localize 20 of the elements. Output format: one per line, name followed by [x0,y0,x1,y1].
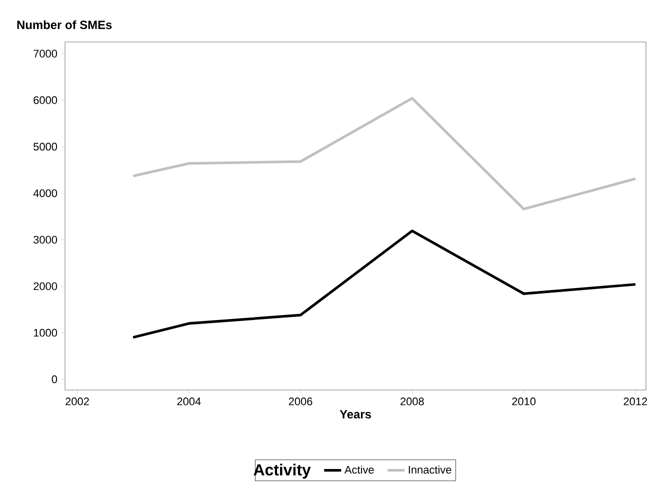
x-tick-label: 2010 [512,398,536,406]
line-series [132,230,637,339]
y-tick-label: 3000 [34,236,58,244]
y-axis-title: Number of SMEs [17,20,112,30]
line-series [132,96,637,210]
x-tick-label: 2008 [400,398,424,406]
x-tick-label: 2006 [288,398,312,406]
legend-label: Innactive [408,466,452,474]
y-tick-label: 0 [52,375,58,384]
y-tick-label: 7000 [34,50,58,58]
x-tick-label: 2004 [177,398,201,406]
y-tick-label: 5000 [34,142,58,151]
x-axis-title: Years [340,410,371,418]
x-tick-label: 2002 [66,398,89,406]
legend-label: Active [344,466,374,474]
x-tick-label: 2012 [624,398,648,406]
y-tick-label: 1000 [34,328,58,337]
y-tick-label: 2000 [34,282,58,290]
y-tick-label: 6000 [34,96,58,104]
y-tick-label: 4000 [33,189,58,198]
